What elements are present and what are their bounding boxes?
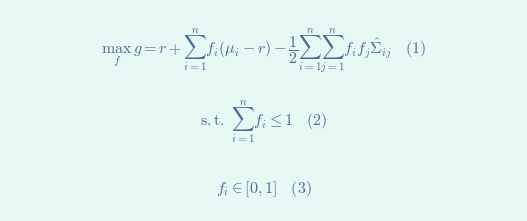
Text: $f_i \in [0, 1] \quad (3)$: $f_i \in [0, 1] \quad (3)$ bbox=[216, 179, 311, 199]
Text: $\underset{f}{\max}\, g = r + \sum_{i=1}^{n} f_i(\mu_i - r) - \dfrac{1}{2} \sum_: $\underset{f}{\max}\, g = r + \sum_{i=1}… bbox=[101, 27, 426, 75]
Text: $\mathrm{s.t.}\ \sum_{i=1}^{n} f_i \leq 1 \quad (2)$: $\mathrm{s.t.}\ \sum_{i=1}^{n} f_i \leq … bbox=[200, 98, 327, 145]
